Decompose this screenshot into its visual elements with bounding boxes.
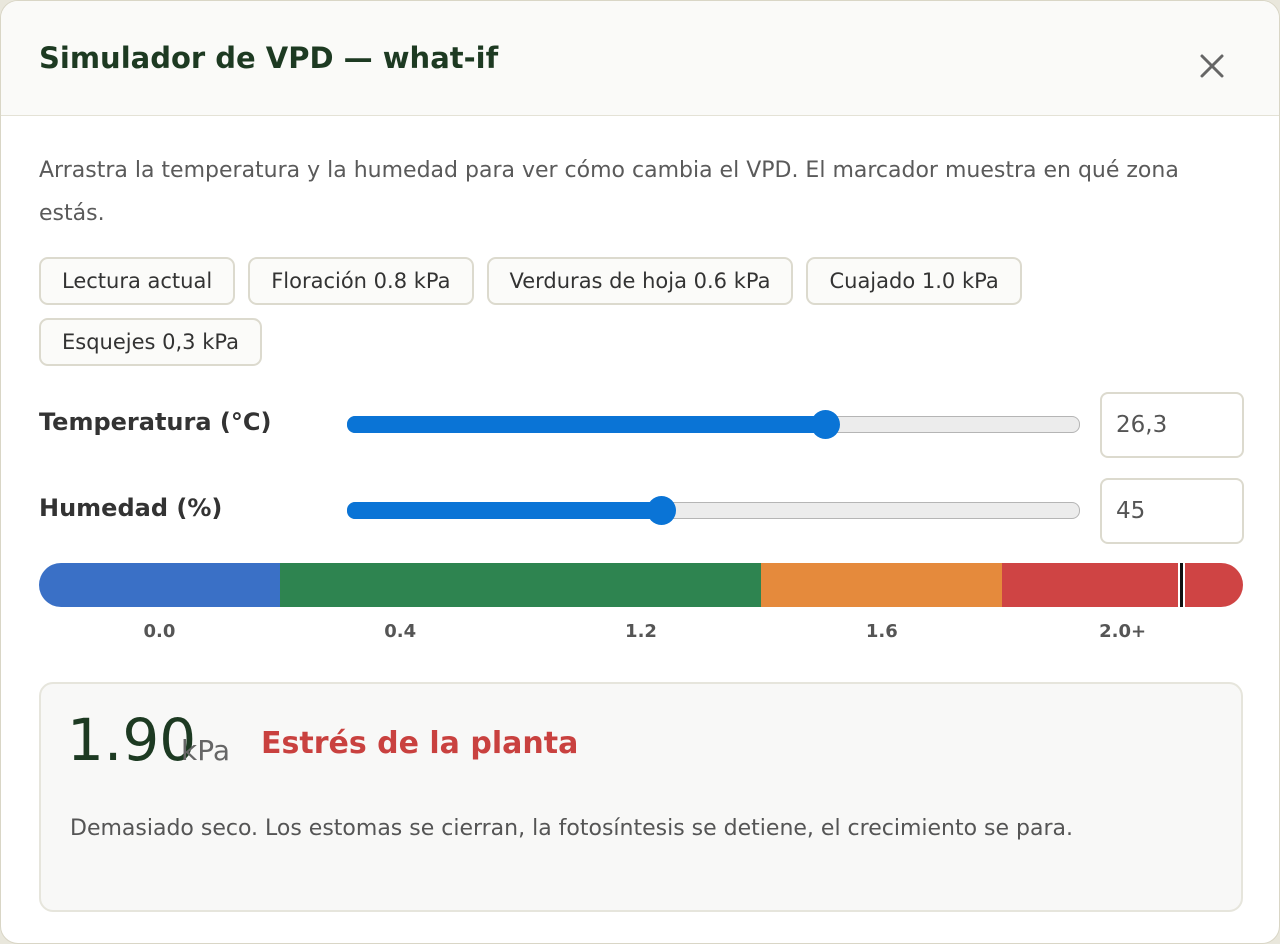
description: Arrastra la temperatura y la humedad par… xyxy=(39,158,1179,226)
dialog-header: Simulador de VPD — what-if xyxy=(1,1,1279,116)
slider-thumb[interactable] xyxy=(810,410,840,439)
slider-label: Humedad (%) xyxy=(39,494,223,522)
scale-label: 1.6 xyxy=(865,621,898,642)
scale-zone xyxy=(1002,563,1243,607)
value-input[interactable]: 26,3 xyxy=(1100,392,1244,458)
scale-zone xyxy=(279,563,762,607)
preset-button[interactable]: Lectura actual xyxy=(39,257,236,305)
result-card: 1.90 kPa Estrés de la planta Demasiado s… xyxy=(39,682,1243,912)
vpd-marker xyxy=(1177,563,1185,607)
vpd-message: Demasiado seco. Los estomas se cierran, … xyxy=(70,816,1074,841)
scale-label: 0.0 xyxy=(143,621,176,642)
scale-zone xyxy=(761,563,1003,607)
scale-label: 2.0+ xyxy=(1099,621,1147,642)
preset-button[interactable]: Floración 0.8 kPa xyxy=(248,257,474,305)
vpd-status: Estrés de la planta xyxy=(261,726,579,761)
scale-label: 1.2 xyxy=(625,621,657,642)
slider-row: Humedad (%) 45 xyxy=(39,478,1244,544)
vpd-value: 1.90 xyxy=(67,706,197,774)
vpd-scale-bar xyxy=(39,563,1243,607)
slider-fill xyxy=(347,502,662,519)
scale-label: 0.4 xyxy=(384,621,417,642)
dialog-title: Simulador de VPD — what-if xyxy=(39,41,499,75)
slider-track[interactable] xyxy=(347,496,1080,525)
preset-list: Lectura actual Floración 0.8 kPa Verduras … xyxy=(39,257,1249,366)
close-button[interactable] xyxy=(1195,49,1229,83)
value-input[interactable]: 45 xyxy=(1100,478,1244,544)
slider-track[interactable] xyxy=(347,410,1080,439)
preset-button[interactable]: Cuajado 1.0 kPa xyxy=(806,257,1022,305)
slider-thumb[interactable] xyxy=(647,496,677,525)
vpd-unit: kPa xyxy=(181,734,230,767)
preset-button[interactable]: Verduras de hoja 0.6 kPa xyxy=(486,257,794,305)
scale-zone xyxy=(39,563,280,607)
slider-row: Temperatura (°C) 26,3 xyxy=(39,392,1244,458)
preset-button[interactable]: Esquejes 0,3 kPa xyxy=(39,318,262,366)
slider-label: Temperatura (°C) xyxy=(39,408,272,436)
slider-fill xyxy=(347,416,825,433)
vpd-scale-labels: 0.0 0.4 1.2 1.6 2.0+ xyxy=(39,621,1243,647)
